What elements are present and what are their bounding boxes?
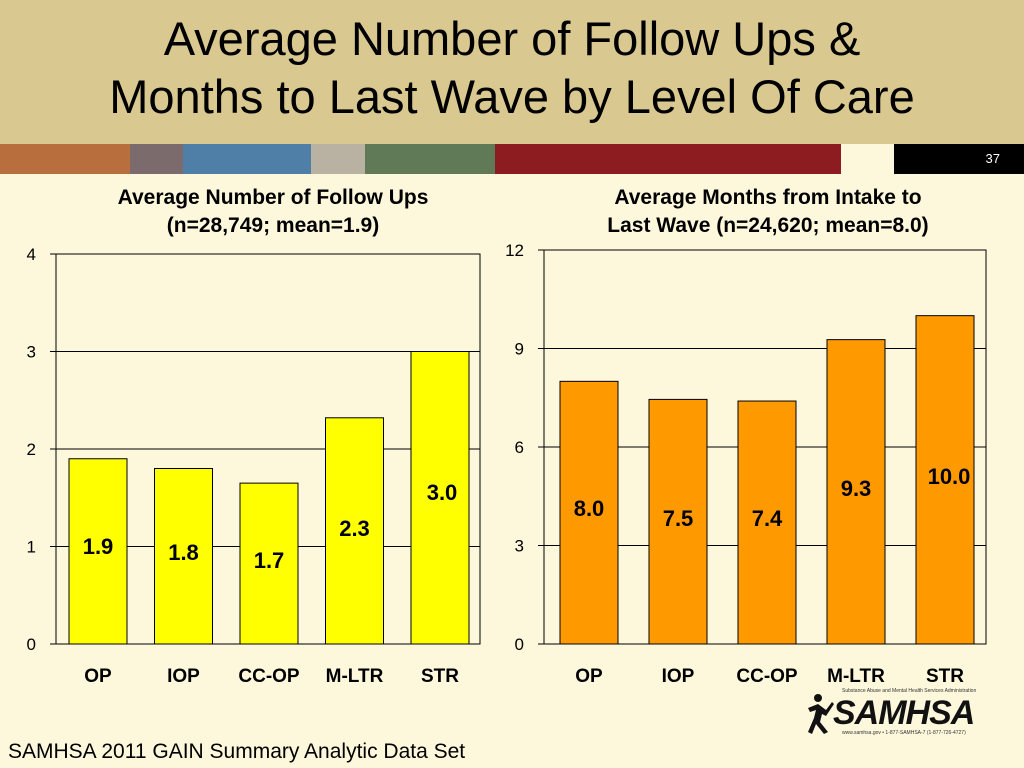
samhsa-agency-line: Substance Abuse and Mental Health Servic… [842, 688, 977, 694]
chart-title-line: Average Months from Intake to [614, 186, 921, 209]
stripe-segment [894, 144, 1024, 174]
chart-title-line: (n=28,749; mean=1.9) [167, 214, 379, 237]
data-label: 8.0 [574, 496, 605, 521]
y-tick-label: 0 [515, 635, 524, 654]
slide-title: Average Number of Follow Ups & Months to… [0, 10, 1024, 126]
y-tick-label: 6 [515, 438, 524, 457]
y-tick-label: 4 [27, 245, 36, 264]
data-label: 3.0 [427, 480, 458, 505]
bar-op [559, 380, 619, 645]
category-label: CC-OP [238, 666, 300, 687]
follow-ups-chart: Average Number of Follow Ups (n=28,749; m… [27, 186, 481, 687]
data-label: 7.5 [663, 506, 694, 531]
stripe-segment [365, 144, 495, 174]
stripe-segment [311, 144, 365, 174]
category-label: STR [926, 666, 964, 687]
data-label: 9.3 [841, 476, 872, 501]
y-tick-label: 12 [506, 241, 524, 260]
bar-cc-op [737, 400, 797, 645]
category-label: CC-OP [736, 666, 798, 687]
data-label: 1.8 [168, 540, 199, 565]
category-label: OP [575, 666, 603, 687]
stripe-segment [183, 144, 311, 174]
y-tick-label: 9 [515, 340, 524, 359]
y-tick-label: 1 [27, 538, 36, 557]
title-band [0, 0, 1024, 144]
data-label: 1.7 [254, 548, 285, 573]
bar-iop [648, 398, 708, 645]
bar-str [915, 315, 975, 645]
bar-m-ltr [325, 417, 384, 645]
stripe-segment [130, 144, 183, 174]
months-chart: Average Months from Intake to Last Wave (… [506, 186, 987, 687]
category-label: IOP [662, 666, 695, 687]
bar-m-ltr [826, 339, 886, 645]
y-tick-label: 2 [27, 440, 36, 459]
color-stripe [0, 144, 1024, 174]
data-label: 1.9 [83, 534, 114, 559]
bar-cc-op [239, 482, 299, 645]
category-label: OP [84, 666, 112, 687]
stripe-segment [0, 144, 130, 174]
category-label: M-LTR [326, 666, 384, 687]
data-label: 10.0 [928, 464, 971, 489]
samhsa-contact-line: www.samhsa.gov • 1-877-SAMHSA-7 (1-877-7… [842, 730, 966, 736]
category-label: IOP [167, 666, 200, 687]
chart-title-line: Last Wave (n=24,620; mean=8.0) [607, 214, 928, 237]
chart-title-line: Average Number of Follow Ups [118, 186, 429, 209]
samhsa-wordmark: SAMHSA [833, 694, 975, 732]
footer-source: SAMHSA 2011 GAIN Summary Analytic Data S… [8, 740, 466, 763]
category-label: STR [421, 666, 459, 687]
data-label: 7.4 [752, 506, 783, 531]
y-tick-label: 0 [27, 635, 36, 654]
slide-number: 37 [985, 151, 1000, 166]
running-figure-icon [808, 694, 834, 734]
slide-title-line1: Average Number of Follow Ups & [163, 12, 861, 65]
bar-iop [154, 468, 213, 645]
category-label: M-LTR [827, 666, 885, 687]
y-tick-label: 3 [515, 537, 524, 556]
slide-title-line2: Months to Last Wave by Level Of Care [109, 70, 915, 123]
bar-str [410, 351, 470, 645]
bar-op [68, 458, 128, 645]
stripe-segment [495, 144, 841, 174]
stripe-segment [841, 144, 894, 174]
data-label: 2.3 [339, 516, 370, 541]
y-tick-label: 3 [27, 343, 36, 362]
